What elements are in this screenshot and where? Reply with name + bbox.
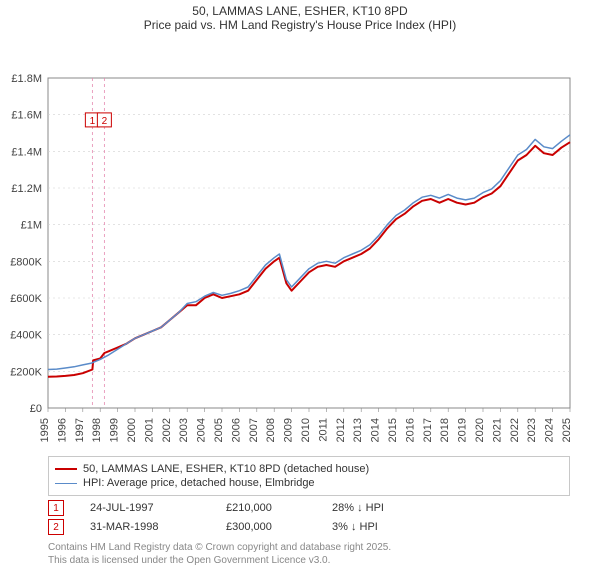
event-price: £300,000	[226, 521, 306, 533]
footer: Contains HM Land Registry data © Crown c…	[48, 541, 570, 567]
legend-label: 50, LAMMAS LANE, ESHER, KT10 8PD (detach…	[83, 463, 369, 475]
x-tick-label: 2006	[230, 418, 242, 442]
x-tick-label: 2011	[317, 418, 329, 442]
event-row: 1 24-JUL-1997 £210,000 28% ↓ HPI	[48, 500, 570, 516]
y-tick-label: £800K	[10, 256, 42, 268]
event-row-badge: 1	[48, 500, 64, 516]
chart-title: 50, LAMMAS LANE, ESHER, KT10 8PD	[0, 4, 600, 18]
x-tick-label: 2014	[370, 418, 382, 442]
x-tick-label: 2017	[422, 418, 434, 442]
y-tick-label: £1M	[21, 220, 42, 232]
legend-swatch	[55, 483, 77, 484]
legend-item: HPI: Average price, detached house, Elmb…	[55, 477, 563, 489]
legend: 50, LAMMAS LANE, ESHER, KT10 8PD (detach…	[48, 456, 570, 496]
x-tick-label: 1996	[56, 418, 68, 442]
x-tick-label: 1997	[74, 418, 86, 442]
x-tick-label: 2025	[561, 418, 573, 442]
x-tick-label: 2008	[265, 418, 277, 442]
x-tick-label: 2010	[300, 418, 312, 442]
chart-container: 50, LAMMAS LANE, ESHER, KT10 8PD Price p…	[0, 0, 600, 567]
chart-subtitle: Price paid vs. HM Land Registry's House …	[0, 18, 600, 32]
event-badge-num: 1	[90, 116, 96, 127]
x-tick-label: 2009	[283, 418, 295, 442]
events-table: 1 24-JUL-1997 £210,000 28% ↓ HPI 2 31-MAR-199…	[48, 500, 570, 535]
legend-item: 50, LAMMAS LANE, ESHER, KT10 8PD (detach…	[55, 463, 563, 475]
x-tick-label: 2022	[509, 418, 521, 442]
x-tick-label: 2004	[196, 418, 208, 442]
x-tick-label: 2002	[161, 418, 173, 442]
chart-svg: £0 £200K £400K £600K £800K £1M £1.2M £1.4M £1.6M…	[0, 32, 600, 452]
x-tick-label: 1999	[109, 418, 121, 442]
event-hpi: 28% ↓ HPI	[332, 502, 422, 514]
event-row: 2 31-MAR-1998 £300,000 3% ↓ HPI	[48, 519, 570, 535]
y-tick-label: £0	[30, 403, 42, 415]
x-tick-label: 2001	[143, 418, 155, 442]
y-tick-label: £600K	[10, 293, 42, 305]
legend-label: HPI: Average price, detached house, Elmb…	[83, 477, 315, 489]
x-tick-label: 2019	[457, 418, 469, 442]
y-tick-label: £1.6M	[11, 110, 42, 122]
x-tick-label: 2021	[491, 418, 503, 442]
x-tick-label: 2005	[213, 418, 225, 442]
legend-swatch	[55, 468, 77, 470]
x-tick-label: 2015	[387, 418, 399, 442]
y-tick-label: £1.4M	[11, 146, 42, 158]
y-tick-label: £200K	[10, 366, 42, 378]
x-tick-label: 2016	[404, 418, 416, 442]
x-tick-label: 2023	[526, 418, 538, 442]
event-hpi: 3% ↓ HPI	[332, 521, 422, 533]
y-tick-label: £400K	[10, 330, 42, 342]
event-price: £210,000	[226, 502, 306, 514]
chart-titles: 50, LAMMAS LANE, ESHER, KT10 8PD Price p…	[0, 0, 600, 32]
footer-line-1: Contains HM Land Registry data © Crown c…	[48, 541, 570, 554]
x-tick-label: 2003	[178, 418, 190, 442]
x-tick-label: 2013	[352, 418, 364, 442]
x-tick-label: 2012	[335, 418, 347, 442]
x-tick-label: 1998	[91, 418, 103, 442]
event-row-badge: 2	[48, 519, 64, 535]
x-tick-label: 1995	[39, 418, 51, 442]
x-tick-label: 2018	[439, 418, 451, 442]
x-tick-label: 2020	[474, 418, 486, 442]
event-date: 24-JUL-1997	[90, 502, 200, 514]
y-tick-label: £1.8M	[11, 73, 42, 85]
event-date: 31-MAR-1998	[90, 521, 200, 533]
event-badge-num: 2	[102, 116, 108, 127]
x-tick-label: 2024	[544, 418, 556, 442]
x-tick-label: 2000	[126, 418, 138, 442]
y-tick-label: £1.2M	[11, 183, 42, 195]
x-tick-label: 2007	[248, 418, 260, 442]
footer-line-2: This data is licensed under the Open Gov…	[48, 554, 570, 567]
